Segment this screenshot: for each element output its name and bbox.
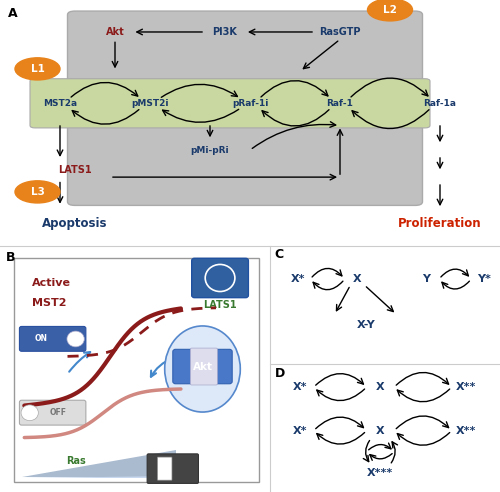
Polygon shape <box>22 450 176 477</box>
Text: X: X <box>376 426 384 435</box>
FancyBboxPatch shape <box>173 349 232 384</box>
Circle shape <box>21 405 38 421</box>
Text: X*: X* <box>292 426 307 435</box>
Text: LATS1: LATS1 <box>203 300 237 310</box>
Text: Y*: Y* <box>477 274 491 284</box>
FancyBboxPatch shape <box>30 79 430 128</box>
FancyBboxPatch shape <box>158 457 172 480</box>
FancyBboxPatch shape <box>20 327 86 351</box>
Text: X*: X* <box>290 274 305 284</box>
Text: Apoptosis: Apoptosis <box>42 217 108 230</box>
Circle shape <box>205 265 235 291</box>
Circle shape <box>368 0 412 21</box>
Text: Active: Active <box>32 278 72 288</box>
Text: OFF: OFF <box>50 408 67 417</box>
Text: L2: L2 <box>383 5 397 15</box>
Text: X**: X** <box>456 382 475 392</box>
FancyBboxPatch shape <box>14 258 259 482</box>
Circle shape <box>67 331 84 347</box>
Text: ON: ON <box>35 335 48 343</box>
FancyBboxPatch shape <box>147 454 199 483</box>
Text: A: A <box>8 7 17 20</box>
Text: pMi-pRi: pMi-pRi <box>190 146 230 154</box>
Circle shape <box>15 181 60 203</box>
FancyBboxPatch shape <box>190 348 218 385</box>
Text: pRaf-1i: pRaf-1i <box>232 99 268 108</box>
FancyBboxPatch shape <box>192 258 248 298</box>
Text: MST2: MST2 <box>32 298 67 308</box>
Polygon shape <box>22 476 176 478</box>
FancyBboxPatch shape <box>68 11 422 205</box>
Text: MST2a: MST2a <box>43 99 77 108</box>
Text: X-Y: X-Y <box>357 320 376 330</box>
Text: Raf-1a: Raf-1a <box>424 99 456 108</box>
Text: PI3K: PI3K <box>212 27 238 37</box>
Text: D: D <box>274 367 285 380</box>
Text: L3: L3 <box>30 187 44 197</box>
Text: pMST2i: pMST2i <box>131 99 169 108</box>
Text: Akt: Akt <box>192 362 212 371</box>
Text: X***: X*** <box>368 468 394 478</box>
Text: Y: Y <box>422 274 430 284</box>
Text: RasGTP: RasGTP <box>320 27 361 37</box>
Text: Akt: Akt <box>106 27 124 37</box>
Circle shape <box>15 58 60 80</box>
Text: X: X <box>353 274 362 284</box>
Text: X: X <box>376 382 384 392</box>
Text: C: C <box>274 248 283 261</box>
Text: L1: L1 <box>30 64 44 74</box>
Text: X*: X* <box>292 382 307 392</box>
Text: Proliferation: Proliferation <box>398 217 482 230</box>
FancyBboxPatch shape <box>20 400 86 425</box>
Text: B: B <box>6 251 15 264</box>
Text: Raf-1: Raf-1 <box>326 99 353 108</box>
Text: Ras: Ras <box>66 456 86 466</box>
Text: X**: X** <box>456 426 475 435</box>
Text: LATS1: LATS1 <box>58 165 92 175</box>
Ellipse shape <box>164 326 240 412</box>
